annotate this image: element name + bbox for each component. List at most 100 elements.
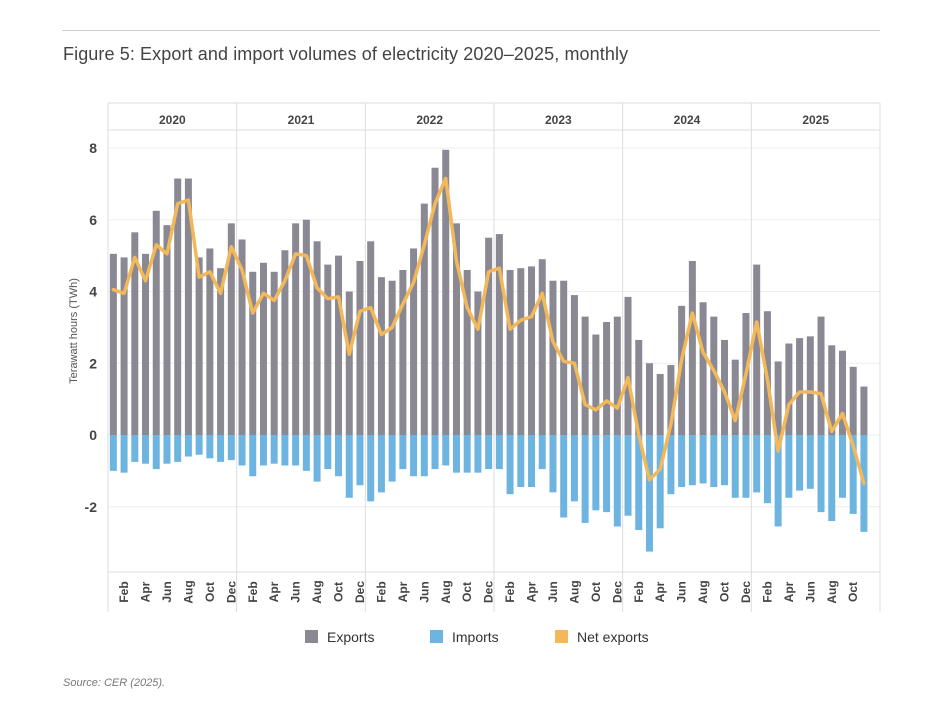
export-bar bbox=[388, 280, 396, 435]
import-bar bbox=[302, 435, 310, 471]
import-bar bbox=[838, 435, 846, 498]
month-tick-label: Apr bbox=[267, 581, 281, 602]
import-bar bbox=[377, 435, 385, 493]
export-bar bbox=[109, 253, 117, 435]
export-bar bbox=[217, 268, 225, 435]
month-tick-label: Dec bbox=[482, 581, 496, 603]
export-bar bbox=[313, 241, 321, 435]
import-bar bbox=[688, 435, 696, 486]
import-bar bbox=[259, 435, 267, 466]
month-tick-label: Jun bbox=[417, 581, 431, 602]
import-bar bbox=[335, 435, 343, 477]
export-bar bbox=[442, 149, 450, 435]
import-bar bbox=[538, 435, 546, 470]
y-tick-label: 2 bbox=[89, 355, 97, 371]
month-tick-label: Oct bbox=[589, 582, 603, 602]
import-bar bbox=[753, 435, 761, 493]
export-bar bbox=[377, 277, 385, 435]
export-bar bbox=[174, 178, 182, 435]
export-bar bbox=[817, 316, 825, 435]
export-bar bbox=[624, 296, 632, 435]
month-tick-label: Feb bbox=[760, 581, 774, 602]
month-tick-label: Oct bbox=[332, 582, 346, 602]
import-bar bbox=[174, 435, 182, 462]
import-bar bbox=[721, 435, 729, 486]
export-bar bbox=[474, 291, 482, 435]
import-bar bbox=[560, 435, 568, 518]
import-bar bbox=[313, 435, 321, 482]
import-bar bbox=[763, 435, 771, 504]
figure-title: Figure 5: Export and import volumes of e… bbox=[63, 44, 629, 64]
y-tick-label: -2 bbox=[85, 499, 98, 515]
import-bar bbox=[796, 435, 804, 491]
legend-swatch-exports bbox=[305, 630, 318, 643]
import-bar bbox=[388, 435, 396, 482]
export-bar bbox=[721, 339, 729, 435]
month-tick-label: Oct bbox=[460, 582, 474, 602]
export-bar bbox=[142, 253, 150, 435]
month-tick-label: Oct bbox=[203, 582, 217, 602]
legend-swatch-imports bbox=[430, 630, 443, 643]
year-label: 2022 bbox=[416, 113, 443, 127]
export-bar bbox=[645, 363, 653, 435]
month-tick-label: Dec bbox=[739, 581, 753, 603]
import-bar bbox=[410, 435, 418, 477]
import-bar bbox=[120, 435, 128, 473]
import-bar bbox=[238, 435, 246, 466]
month-tick-label: Aug bbox=[696, 580, 710, 603]
export-bar bbox=[195, 257, 203, 435]
export-bar bbox=[335, 255, 343, 435]
export-bar bbox=[581, 316, 589, 435]
export-bar bbox=[667, 365, 675, 435]
month-tick-label: Apr bbox=[782, 581, 796, 602]
export-bar bbox=[152, 210, 160, 435]
y-tick-label: 0 bbox=[89, 427, 97, 443]
month-tick-label: Aug bbox=[825, 580, 839, 603]
import-bar bbox=[163, 435, 171, 464]
export-bar bbox=[699, 302, 707, 435]
export-bar bbox=[635, 339, 643, 435]
month-tick-label: Feb bbox=[246, 581, 260, 602]
y-tick-label: 4 bbox=[89, 284, 97, 300]
export-bar bbox=[688, 261, 696, 435]
source-note: Source: CER (2025). bbox=[63, 677, 166, 689]
import-bar bbox=[849, 435, 857, 514]
year-label: 2023 bbox=[545, 113, 572, 127]
month-tick-label: Apr bbox=[525, 581, 539, 602]
export-bar bbox=[528, 266, 536, 435]
export-bar bbox=[710, 316, 718, 435]
export-bar bbox=[517, 268, 525, 435]
import-bar bbox=[678, 435, 686, 488]
import-bar bbox=[528, 435, 536, 488]
export-bar bbox=[838, 350, 846, 435]
month-tick-label: Feb bbox=[503, 581, 517, 602]
export-bar bbox=[603, 321, 611, 435]
month-tick-label: Dec bbox=[224, 581, 238, 603]
export-bar bbox=[324, 264, 332, 435]
import-bar bbox=[613, 435, 621, 527]
month-tick-label: Dec bbox=[353, 581, 367, 603]
year-label: 2025 bbox=[802, 113, 829, 127]
import-bar bbox=[817, 435, 825, 513]
export-bar bbox=[656, 374, 664, 435]
legend-label-imports: Imports bbox=[452, 629, 499, 645]
import-bar bbox=[731, 435, 739, 498]
import-bar bbox=[195, 435, 203, 455]
import-bar bbox=[131, 435, 139, 462]
import-bar bbox=[742, 435, 750, 498]
month-tick-label: Aug bbox=[310, 580, 324, 603]
export-bar bbox=[506, 269, 514, 435]
export-bar bbox=[731, 359, 739, 435]
import-bar bbox=[495, 435, 503, 470]
top-rule bbox=[62, 30, 880, 31]
month-tick-label: Dec bbox=[610, 581, 624, 603]
legend-label-exports: Exports bbox=[327, 629, 374, 645]
import-bar bbox=[292, 435, 300, 466]
export-bar bbox=[120, 257, 128, 435]
export-bar bbox=[485, 237, 493, 435]
import-bar bbox=[324, 435, 332, 470]
import-bar bbox=[345, 435, 353, 498]
import-bar bbox=[142, 435, 150, 464]
